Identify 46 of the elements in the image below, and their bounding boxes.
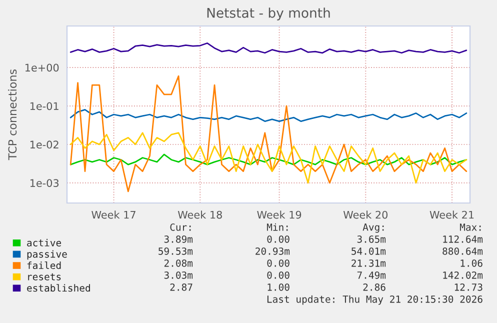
- y-tick-label: 1e-02: [30, 140, 58, 149]
- text: Min:: [266, 223, 288, 231]
- text: 0.00: [267, 259, 290, 267]
- x-tick-label: Week 19: [257, 210, 302, 219]
- text: 880.64m: [442, 247, 483, 255]
- legend-label: established: [27, 284, 90, 292]
- x-tick-label: Week 20: [343, 210, 388, 219]
- text: 59.53m: [158, 247, 193, 255]
- text: 1.00: [268, 283, 290, 291]
- text: 112.64m: [443, 235, 483, 243]
- x-tick-label: Week 21: [430, 210, 474, 219]
- x-tick-label: Week 17: [92, 210, 136, 219]
- text: 12.73: [454, 283, 482, 291]
- y-tick-label: 1e-03: [30, 179, 59, 187]
- line-series: [70, 132, 468, 184]
- line-series: [70, 75, 468, 192]
- text: 2.86: [363, 283, 386, 291]
- text: 2.08m: [164, 259, 193, 267]
- legend-label: active: [27, 238, 62, 246]
- legend-label: failed: [27, 261, 61, 270]
- text: Last update: Thu May 21 20:15:30 2026: [267, 295, 482, 305]
- y-tick-label: 1e+00: [25, 64, 59, 72]
- y-axis-title: TCP connections: [8, 69, 17, 160]
- text: 3.65m: [357, 235, 386, 243]
- text: Cur:: [170, 223, 191, 231]
- text: 54.01m: [352, 247, 386, 255]
- legend-label: resets: [28, 273, 61, 280]
- chart-title: Netstat - by month: [207, 8, 330, 20]
- text: 1.06: [460, 259, 482, 267]
- line-series: [70, 109, 468, 122]
- text: 0.00: [267, 235, 290, 243]
- text: 7.49m: [357, 271, 386, 279]
- text: 3.03m: [164, 271, 193, 279]
- text: 2.87: [170, 283, 192, 291]
- y-tick-label: 1e-01: [30, 102, 58, 110]
- legend-label: passive: [27, 250, 67, 260]
- text: 0.00: [267, 271, 290, 279]
- text: 3.89m: [164, 235, 193, 243]
- text: Avg:: [362, 224, 384, 233]
- x-tick-label: Week 18: [178, 210, 222, 219]
- text: 142.02m: [443, 271, 483, 279]
- line-series: [70, 154, 468, 166]
- text: 20.93m: [256, 247, 290, 255]
- text: 21.31m: [352, 259, 386, 267]
- text: Max:: [460, 224, 481, 231]
- line-series: [70, 42, 468, 54]
